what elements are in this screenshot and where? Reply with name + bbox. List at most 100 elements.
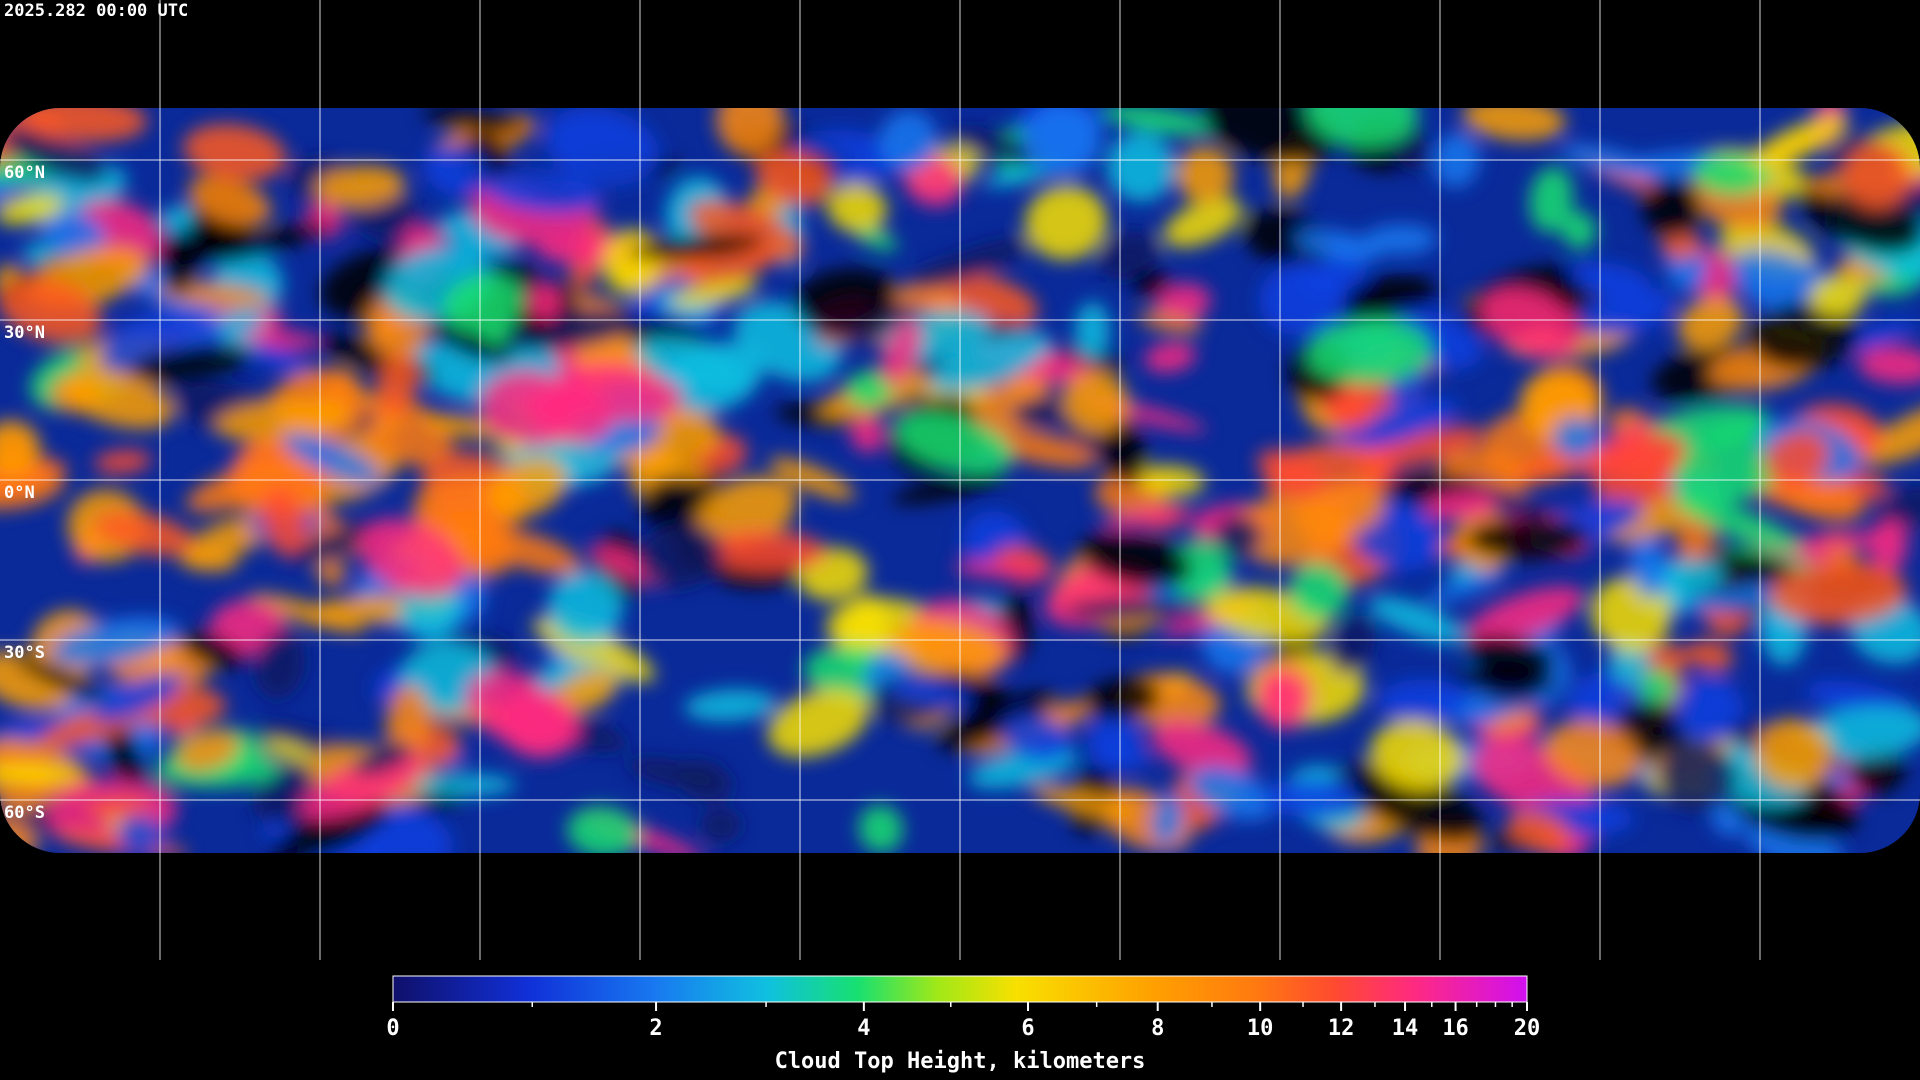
cloud-blob xyxy=(254,630,306,700)
colorbar-tick-label: 10 xyxy=(1247,1016,1274,1041)
colorbar-tick-label: 4 xyxy=(857,1016,870,1041)
cloud-blob xyxy=(40,210,106,256)
cloud-blob xyxy=(1214,514,1263,558)
colorbar-tick-label: 6 xyxy=(1021,1016,1034,1041)
cloud-blob xyxy=(0,764,84,783)
graticule xyxy=(0,0,1920,960)
cloud-blob xyxy=(242,328,321,349)
colorbar-ramp xyxy=(392,975,1528,1003)
cloud-blob xyxy=(183,123,287,181)
cloud-blob xyxy=(792,267,897,331)
cloud-blob xyxy=(442,273,524,335)
cloud-blob xyxy=(385,684,430,761)
cloud-blob xyxy=(1106,132,1175,202)
cloud-blob xyxy=(700,808,742,843)
cloud-blob xyxy=(850,414,886,453)
cloud-blob xyxy=(1079,532,1193,588)
cloud-blob xyxy=(1023,108,1102,177)
cloud-blob xyxy=(1062,370,1129,435)
colorbar-tick-label: 8 xyxy=(1151,1016,1164,1041)
cloud-blob xyxy=(1255,670,1311,730)
cloud-blob xyxy=(1465,517,1590,560)
colorbar-tick-label: 16 xyxy=(1442,1016,1469,1041)
cloud-blob xyxy=(1151,794,1184,845)
cloud-blob xyxy=(1764,430,1829,486)
colorbar-tick-label: 2 xyxy=(649,1016,662,1041)
cloud-blob xyxy=(1423,491,1498,521)
cloud-blob xyxy=(1486,710,1540,734)
colorbar-tick-label: 14 xyxy=(1392,1016,1419,1041)
cloud-blob xyxy=(0,460,65,510)
cloud-blob xyxy=(1749,301,1860,370)
cloud-blob xyxy=(1629,535,1667,599)
cloud-blob xyxy=(59,368,174,429)
cloud-blob xyxy=(880,319,922,385)
cloud-blob xyxy=(1100,506,1193,529)
cloud-blob xyxy=(858,804,903,853)
latitude-label: 60°N xyxy=(4,163,45,183)
latitude-label: 0°N xyxy=(4,483,35,503)
cloud-blob xyxy=(552,669,618,714)
cloud-blob xyxy=(1692,152,1770,196)
cloud-blob xyxy=(1306,108,1418,148)
cloud-blob xyxy=(1677,296,1744,350)
cloud-blob xyxy=(353,395,454,467)
cloud-blob xyxy=(1642,179,1702,238)
cloud-blob xyxy=(892,472,1006,505)
cloud-blob xyxy=(1368,596,1466,644)
cloud-blob xyxy=(1377,679,1469,723)
cloud-blob xyxy=(1175,146,1234,204)
cloud-blob xyxy=(1363,223,1438,255)
cloud-blob xyxy=(1843,140,1912,209)
cloud-blob xyxy=(1131,269,1171,297)
cloud-blob xyxy=(654,409,720,461)
cloud-blob xyxy=(1189,766,1275,821)
cloud-blob xyxy=(249,593,365,633)
cloud-blob xyxy=(628,234,766,260)
cloud-blob xyxy=(214,398,350,442)
cloud-blob xyxy=(1577,287,1674,336)
cloud-blob xyxy=(1295,229,1383,262)
cloud-blob xyxy=(1329,614,1376,674)
cloud-blob xyxy=(299,752,425,820)
cloud-blob xyxy=(1155,283,1211,323)
cloud-blob xyxy=(16,108,148,143)
cloud-blob xyxy=(703,530,828,573)
cloud-blob xyxy=(1063,598,1190,620)
cloud-blob xyxy=(1137,312,1203,333)
cloud-blob xyxy=(1869,518,1908,574)
colorbar-tick-label: 12 xyxy=(1328,1016,1355,1041)
cloud-blob xyxy=(1305,318,1433,385)
cloud-blob xyxy=(1262,778,1365,819)
cloud-blob xyxy=(1639,668,1677,707)
latitude-label: 30°N xyxy=(4,323,45,343)
cloud-blob xyxy=(1461,482,1548,518)
cloud-blob xyxy=(566,806,640,853)
cloud-blob xyxy=(1686,640,1734,671)
cloud-blob xyxy=(13,655,107,702)
timestamp: 2025.282 00:00 UTC xyxy=(4,1,188,21)
cloud-blob xyxy=(1257,449,1326,494)
cloud-blob xyxy=(262,739,316,763)
cloud-blob xyxy=(907,237,1032,291)
cloud-blob xyxy=(1449,667,1561,692)
latitude-label: 30°S xyxy=(4,643,45,663)
cloud-blob xyxy=(545,108,660,185)
cloud-blob xyxy=(94,510,195,557)
cloud-blob xyxy=(187,175,272,226)
cloud-blob xyxy=(128,343,251,384)
cloud-blob xyxy=(51,616,179,666)
cloud-blob xyxy=(423,143,487,197)
cloud-blob xyxy=(893,411,1014,474)
cloud-blob xyxy=(1025,185,1108,260)
cloud-field xyxy=(0,108,1920,853)
cloud-blob xyxy=(890,676,971,707)
cloud-blob xyxy=(1329,399,1459,452)
cloud-blob xyxy=(889,619,1007,676)
cloud-blob xyxy=(116,814,164,853)
cloud-blob xyxy=(261,488,307,558)
cloud-blob xyxy=(767,688,869,758)
cloud-blob xyxy=(1754,718,1832,789)
cloud-blob xyxy=(180,631,244,669)
cloud-blob xyxy=(1144,341,1196,373)
